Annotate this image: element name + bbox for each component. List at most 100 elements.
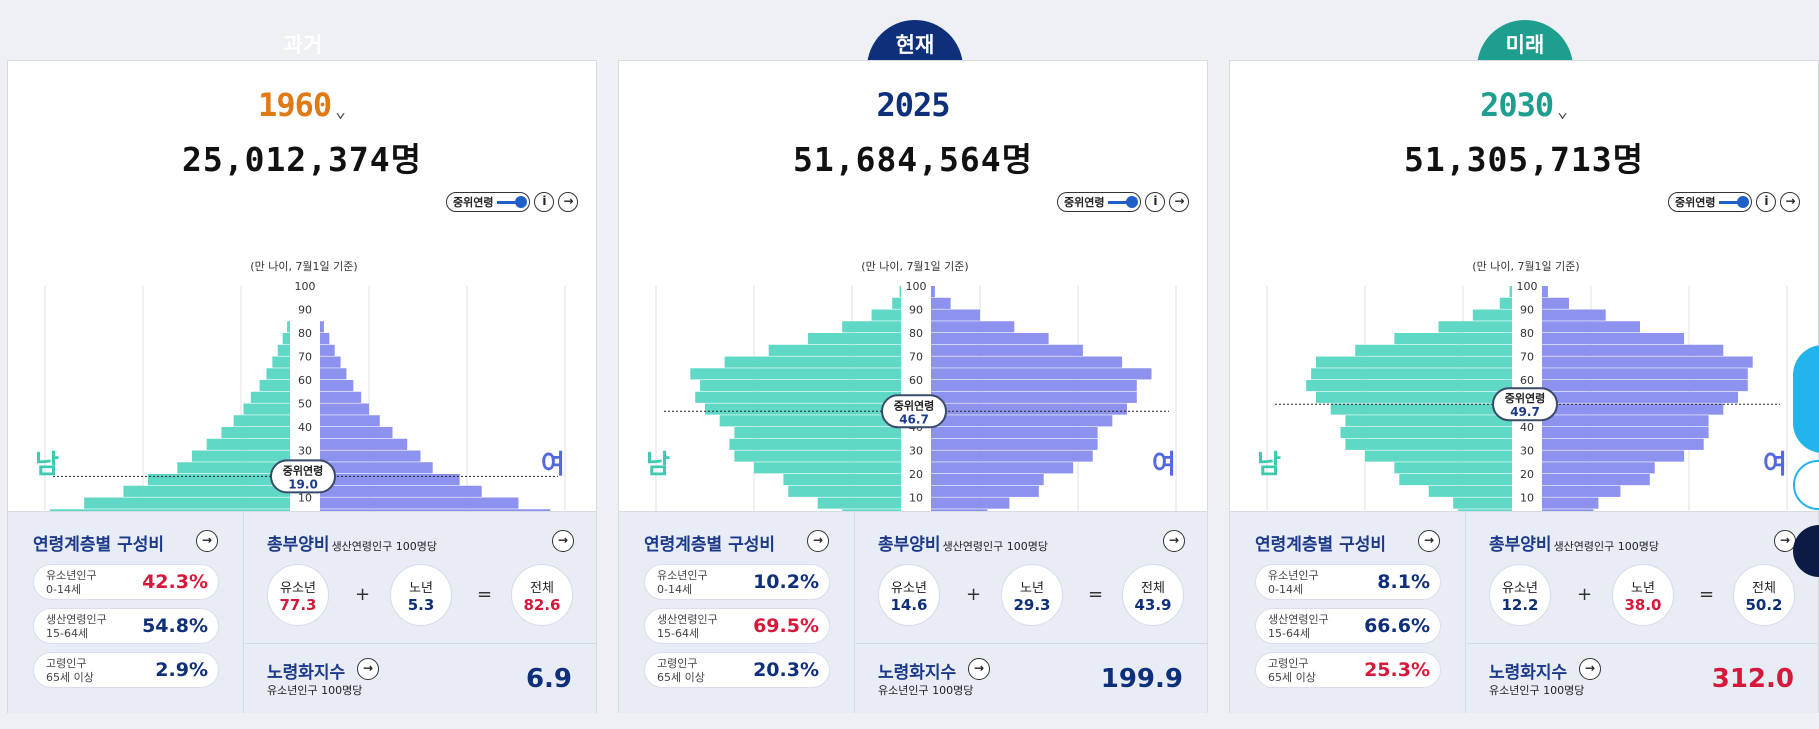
pill-elderly: 고령인구 65세 이상 2.9% <box>33 652 219 688</box>
y-tick-label: 10 <box>909 492 923 505</box>
pill-youth: 유소년인구 0-14세 8.1% <box>1255 564 1441 600</box>
female-bar <box>320 356 341 368</box>
male-bar <box>1345 415 1512 427</box>
male-label: 남 <box>35 450 59 480</box>
y-tick-label: 70 <box>909 351 923 364</box>
female-bar <box>931 485 1039 497</box>
arrow-right-icon[interactable]: → <box>968 658 990 680</box>
age-basis-note: (만 나이, 7월1일 기준) <box>250 259 357 273</box>
arrow-right-icon[interactable]: → <box>552 530 574 552</box>
median-age-toggle[interactable]: 중위연령 <box>1057 192 1142 212</box>
male-bar <box>1330 403 1512 415</box>
year-selector-future[interactable]: 2030 ⌄ <box>1230 86 1818 124</box>
y-tick-label: 10 <box>1520 492 1534 505</box>
chevron-down-icon[interactable]: ⌄ <box>1557 101 1568 122</box>
male-bar <box>899 286 901 298</box>
arrow-right-icon[interactable]: → <box>1163 530 1185 552</box>
median-age-toggle[interactable]: 중위연령 <box>446 192 531 212</box>
female-bar <box>931 462 1074 474</box>
male-bar <box>1365 450 1512 462</box>
male-bar <box>734 427 901 439</box>
female-label: 여 <box>541 450 565 480</box>
median-badge-label: 중위연령 <box>283 463 323 477</box>
dep-total: 전체 43.9 <box>1122 564 1184 626</box>
female-bar <box>931 497 1010 509</box>
plus-sign: + <box>1577 584 1593 605</box>
year-selector-past[interactable]: 1960 ⌄ <box>8 86 596 124</box>
female-bar <box>1542 403 1724 415</box>
male-bar <box>695 391 901 403</box>
male-bar <box>729 438 901 450</box>
total-population: 25,012,374명 <box>181 140 423 179</box>
male-bar <box>734 450 901 462</box>
y-tick-label: 80 <box>909 327 923 340</box>
arrow-right-icon[interactable]: → <box>558 192 579 212</box>
median-age-toggle[interactable]: 중위연령 <box>1668 192 1753 212</box>
stats-area: 연령계층별 구성비 → 유소년인구 0-14세 8.1% 생산연령인구 15-64세 6… <box>1230 511 1818 713</box>
chevron-down-icon[interactable]: ⌄ <box>335 101 346 122</box>
male-bar <box>49 509 291 511</box>
y-tick-label: 40 <box>1520 421 1534 434</box>
equals-sign: = <box>1088 584 1104 605</box>
male-bar <box>147 474 290 486</box>
equals-sign: = <box>1699 584 1715 605</box>
arrow-right-icon[interactable]: → <box>357 658 379 680</box>
y-tick-label: 70 <box>1520 351 1534 364</box>
median-age-badge <box>270 459 336 494</box>
y-tick-label: 20 <box>1520 468 1534 481</box>
arrow-right-icon[interactable]: → <box>1169 192 1190 212</box>
female-bar <box>931 368 1152 380</box>
pill-youth: 유소년인구 0-14세 42.3% <box>33 564 219 600</box>
male-bar <box>287 321 290 333</box>
dep-youth: 유소년 77.3 <box>267 564 329 626</box>
tab-past[interactable]: 과거 <box>255 20 351 68</box>
arrow-right-icon[interactable]: → <box>1579 658 1601 680</box>
population-pyramid-chart: (만 나이, 7월1일 기준)0102030405060708090100500… <box>646 259 1177 511</box>
y-tick-label: 80 <box>298 327 312 340</box>
info-icon[interactable]: i <box>534 192 555 212</box>
female-bar <box>931 509 988 511</box>
median-toggle-label: 중위연령 <box>1675 196 1716 209</box>
male-bar <box>84 497 290 509</box>
aging-index: 노령화지수 → 유소년인구 100명당 199.9 <box>856 643 1207 713</box>
female-bar <box>1542 297 1569 309</box>
dep-youth: 유소년 12.2 <box>1489 564 1551 626</box>
female-bar <box>931 356 1123 368</box>
arrow-right-icon[interactable]: → <box>1418 530 1440 552</box>
arrow-right-icon[interactable]: → <box>196 530 218 552</box>
male-bar <box>842 321 901 333</box>
dep-old: 노년 29.3 <box>1001 564 1063 626</box>
arrow-right-icon[interactable]: → <box>807 530 829 552</box>
female-bar <box>1542 368 1748 380</box>
male-bar <box>1438 321 1512 333</box>
y-tick-label: 20 <box>909 468 923 481</box>
male-bar <box>1399 474 1512 486</box>
male-bar <box>700 380 901 392</box>
y-tick-label: 90 <box>1520 304 1534 317</box>
year-label: 2030 <box>1480 86 1554 124</box>
female-bar <box>931 427 1098 439</box>
info-icon[interactable]: i <box>1145 192 1166 212</box>
plus-sign: + <box>966 584 982 605</box>
y-tick-label: 30 <box>1520 445 1534 458</box>
male-bar <box>705 403 901 415</box>
y-tick-label: 90 <box>298 304 312 317</box>
female-bar <box>320 474 460 486</box>
stats-area: 연령계층별 구성비 → 유소년인구 0-14세 10.2% 생산연령인구 15-64세… <box>619 511 1207 713</box>
info-icon[interactable]: i <box>1756 192 1777 212</box>
year-label: 2025 <box>876 86 950 124</box>
year-label: 1960 <box>258 86 332 124</box>
male-bar <box>788 485 901 497</box>
pill-working: 생산연령인구 15-64세 66.6% <box>1255 608 1441 644</box>
male-bar <box>1458 509 1512 511</box>
age-basis-note: (만 나이, 7월1일 기준) <box>861 259 968 273</box>
female-bar <box>931 344 1083 356</box>
dep-old: 노년 38.0 <box>1612 564 1674 626</box>
female-bar <box>931 450 1093 462</box>
male-label: 남 <box>646 450 670 480</box>
floating-menu[interactable] <box>1793 345 1819 453</box>
male-bar <box>892 297 901 309</box>
female-bar <box>1542 415 1709 427</box>
male-bar <box>1428 485 1512 497</box>
arrow-right-icon[interactable]: → <box>1780 192 1801 212</box>
